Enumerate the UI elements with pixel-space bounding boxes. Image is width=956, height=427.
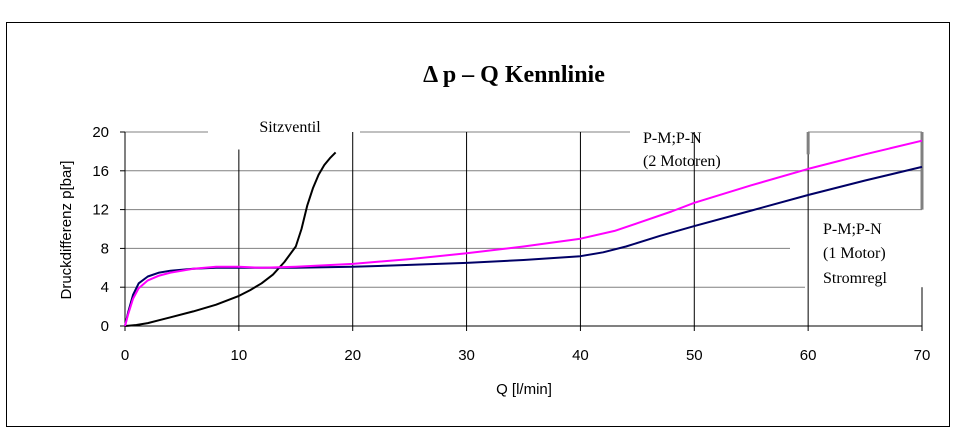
annotation-one-motor-line1: P-M;P-N: [823, 221, 882, 238]
y-tick-label: 8: [101, 240, 109, 257]
x-tick-label: 30: [458, 347, 475, 364]
x-axis-label: Q [l/min]: [496, 381, 552, 398]
series-line-2: [124, 165, 923, 327]
annotation-two-motors-clip: (2 Motoren): [643, 153, 721, 170]
annotation-one-motor-line2: (1 Motor): [823, 245, 886, 262]
y-axis-label: Druckdifferenz p[bar]: [58, 161, 75, 300]
x-tick-label: 10: [231, 347, 248, 364]
x-tick-label: 70: [914, 347, 931, 364]
x-tick-label: 50: [686, 347, 703, 364]
grid: [125, 131, 924, 326]
y-tick-label: 0: [101, 318, 109, 335]
y-tick-label: 16: [92, 163, 109, 180]
x-tick-label: 20: [344, 347, 361, 364]
chart-title: Δ p – Q Kennlinie: [423, 62, 605, 88]
series-line-1: [124, 151, 337, 327]
x-tick-label: 40: [572, 347, 589, 364]
y-tick-label: 4: [101, 279, 109, 296]
annotation-sitzventil: Sitzventil: [259, 119, 321, 136]
axes: [120, 131, 923, 331]
y-tick-label: 20: [92, 124, 109, 141]
tick-labels: 0 10 20 30 40 50 60 70 0 4 8 12 16 20: [92, 124, 930, 364]
series-lines: [124, 139, 923, 327]
annotation-two-motors-line1: P-M;P-N: [643, 130, 702, 147]
x-tick-label: 0: [121, 347, 129, 364]
series-line-3: [124, 139, 923, 327]
annotation-two-motors-line2: (2 Motoren): [643, 153, 721, 170]
y-tick-label: 12: [92, 202, 109, 219]
annotation-one-motor-line3: Stromregl: [823, 270, 888, 287]
x-tick-label: 60: [800, 347, 817, 364]
